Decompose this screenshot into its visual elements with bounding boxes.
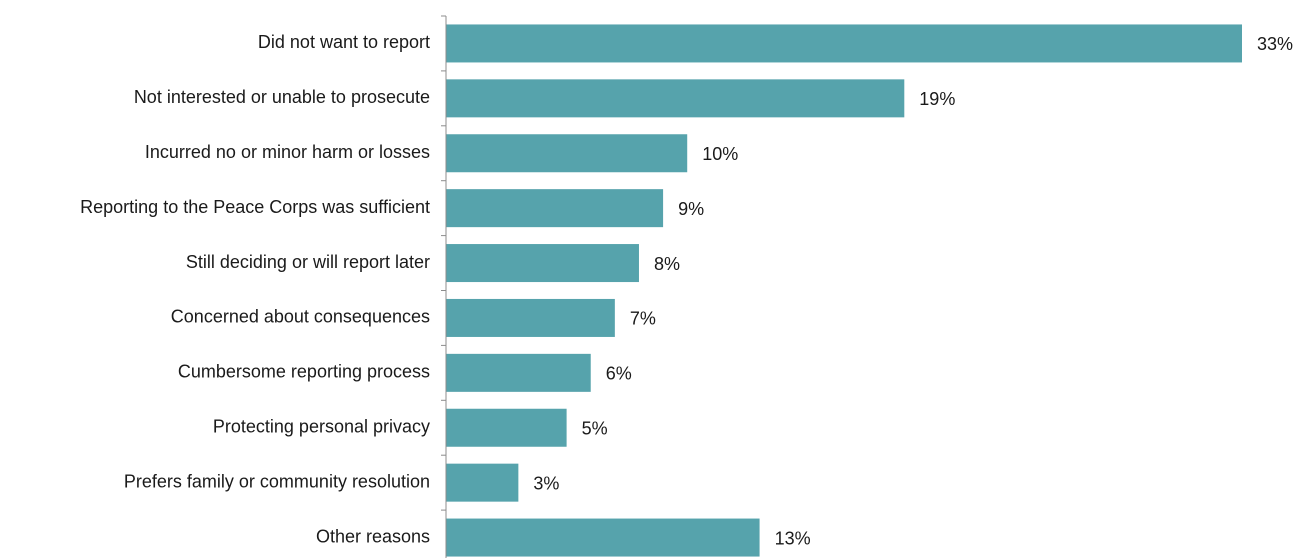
category-label-3: Reporting to the Peace Corps was suffici… — [80, 197, 430, 217]
bar-6 — [446, 353, 591, 392]
value-label-0: 33% — [1257, 34, 1293, 54]
category-label-8: Prefers family or community resolution — [124, 471, 430, 491]
category-label-1: Not interested or unable to prosecute — [134, 87, 430, 107]
value-label-5: 7% — [630, 309, 656, 329]
bar-9 — [446, 518, 760, 557]
bars-group — [446, 24, 1242, 557]
category-label-0: Did not want to report — [258, 32, 430, 52]
value-label-8: 3% — [533, 473, 559, 493]
value-label-2: 10% — [702, 144, 738, 164]
bar-1 — [446, 79, 905, 118]
value-label-1: 19% — [919, 89, 955, 109]
y-axis — [441, 15, 447, 558]
bar-4 — [446, 244, 639, 283]
category-label-2: Incurred no or minor harm or losses — [145, 142, 430, 162]
value-label-9: 13% — [775, 528, 811, 548]
category-label-9: Other reasons — [316, 526, 430, 546]
category-label-6: Cumbersome reporting process — [178, 362, 430, 382]
bar-5 — [446, 298, 615, 337]
category-labels-group: Did not want to report Not interested or … — [80, 32, 430, 546]
bar-2 — [446, 134, 688, 173]
value-labels-group: 33% 19% 10% 9% 8% 7% 6% 5% 3% 13% — [533, 34, 1293, 548]
bar-3 — [446, 189, 664, 228]
value-label-3: 9% — [678, 199, 704, 219]
category-label-7: Protecting personal privacy — [213, 417, 430, 437]
bar-7 — [446, 408, 567, 447]
bar-0 — [446, 24, 1242, 63]
category-label-5: Concerned about consequences — [171, 307, 430, 327]
value-label-6: 6% — [606, 364, 632, 384]
category-label-4: Still deciding or will report later — [186, 252, 430, 272]
value-label-4: 8% — [654, 254, 680, 274]
value-label-7: 5% — [582, 419, 608, 439]
bar-8 — [446, 463, 519, 502]
